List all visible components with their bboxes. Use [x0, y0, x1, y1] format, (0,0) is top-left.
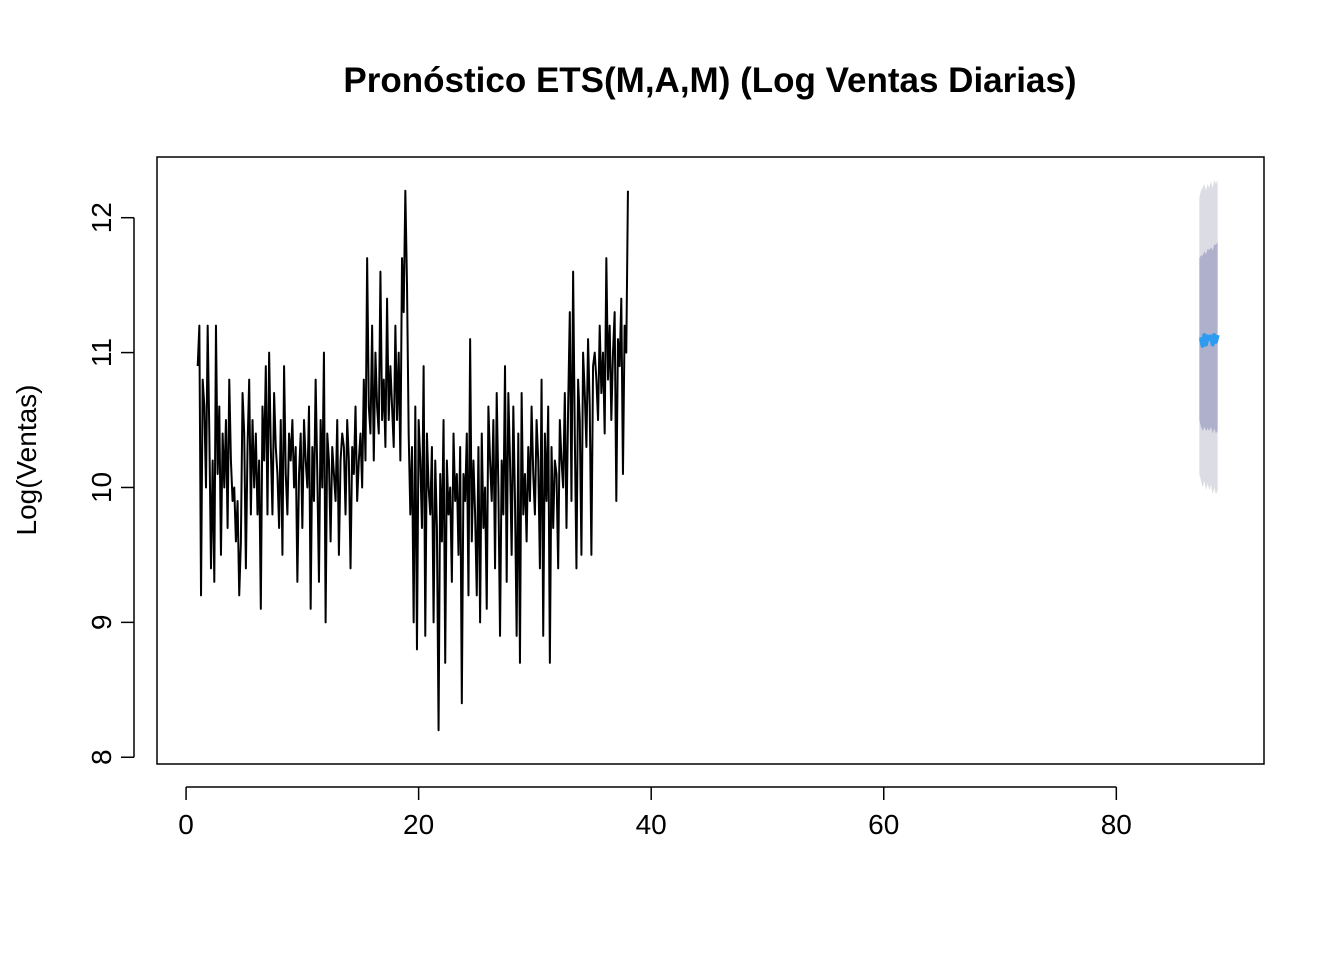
- x-tick-label: 40: [636, 809, 667, 840]
- forecast-series-line: [1199, 333, 1220, 348]
- y-tick-label: 10: [86, 472, 117, 503]
- x-tick-label: 60: [868, 809, 899, 840]
- y-axis: 8 9 10 11 12: [86, 202, 135, 765]
- series-lines: [196, 189, 1220, 732]
- x-tick-label: 80: [1101, 809, 1132, 840]
- x-tick-label: 0: [178, 809, 194, 840]
- chart-title: Pronóstico ETS(M,A,M) (Log Ventas Diaria…: [343, 61, 1076, 100]
- observed-series-line: [196, 189, 629, 732]
- y-tick-label: 9: [86, 615, 117, 631]
- y-axis-label: Log(Ventas): [11, 385, 42, 536]
- x-tick-label: 20: [403, 809, 434, 840]
- y-tick-label: 8: [86, 749, 117, 765]
- x-axis: 0 20 40 60 80: [178, 786, 1132, 840]
- y-tick-label: 11: [86, 338, 117, 367]
- plot-frame: [156, 156, 1265, 765]
- y-tick-label: 12: [86, 202, 117, 233]
